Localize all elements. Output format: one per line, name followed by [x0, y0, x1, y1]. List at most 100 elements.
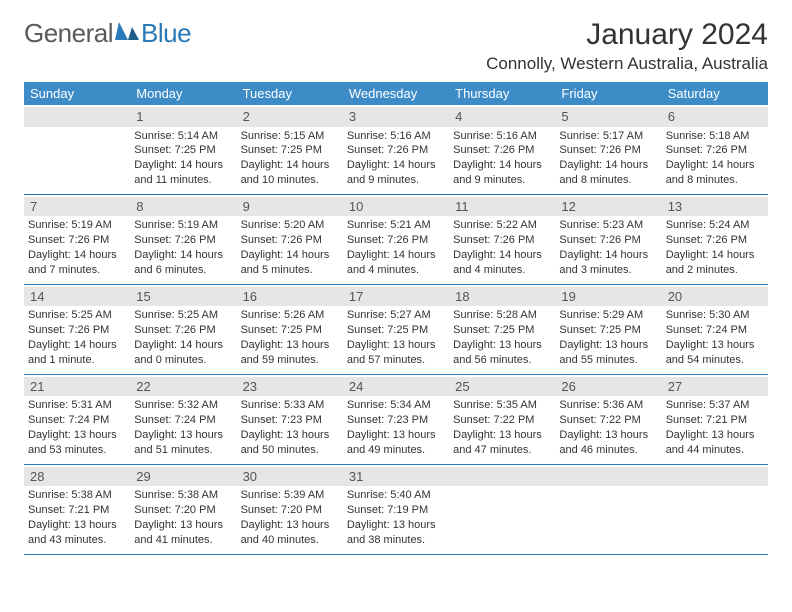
calendar: Sunday Monday Tuesday Wednesday Thursday…: [24, 82, 768, 555]
sunrise-text: Sunrise: 5:38 AM: [28, 488, 126, 503]
sunrise-text: Sunrise: 5:17 AM: [559, 129, 657, 144]
calendar-cell: 16Sunrise: 5:26 AMSunset: 7:25 PMDayligh…: [237, 285, 343, 374]
sunrise-text: Sunrise: 5:40 AM: [347, 488, 445, 503]
month-title: January 2024: [486, 18, 768, 52]
sunset-text: Sunset: 7:26 PM: [453, 143, 551, 158]
day-number: 13: [662, 197, 768, 217]
day-number: [662, 467, 768, 487]
calendar-cell: 15Sunrise: 5:25 AMSunset: 7:26 PMDayligh…: [130, 285, 236, 374]
weeks-container: 1Sunrise: 5:14 AMSunset: 7:25 PMDaylight…: [24, 105, 768, 555]
calendar-cell: 24Sunrise: 5:34 AMSunset: 7:23 PMDayligh…: [343, 375, 449, 464]
logo-text-blue: Blue: [141, 18, 191, 49]
daylight-text: Daylight: 14 hours and 4 minutes.: [347, 248, 445, 278]
daylight-text: Daylight: 14 hours and 0 minutes.: [134, 338, 232, 368]
daylight-text: Daylight: 14 hours and 3 minutes.: [559, 248, 657, 278]
daylight-text: Daylight: 13 hours and 43 minutes.: [28, 518, 126, 548]
sunrise-text: Sunrise: 5:21 AM: [347, 218, 445, 233]
sunrise-text: Sunrise: 5:23 AM: [559, 218, 657, 233]
sunrise-text: Sunrise: 5:24 AM: [666, 218, 764, 233]
sunset-text: Sunset: 7:26 PM: [28, 323, 126, 338]
sunset-text: Sunset: 7:26 PM: [666, 233, 764, 248]
sunrise-text: Sunrise: 5:15 AM: [241, 129, 339, 144]
calendar-cell: 28Sunrise: 5:38 AMSunset: 7:21 PMDayligh…: [24, 465, 130, 554]
daylight-text: Daylight: 14 hours and 9 minutes.: [453, 158, 551, 188]
calendar-cell: 11Sunrise: 5:22 AMSunset: 7:26 PMDayligh…: [449, 195, 555, 284]
day-number: 9: [237, 197, 343, 217]
daylight-text: Daylight: 13 hours and 51 minutes.: [134, 428, 232, 458]
header: General Blue January 2024 Connolly, West…: [24, 18, 768, 74]
calendar-cell: 30Sunrise: 5:39 AMSunset: 7:20 PMDayligh…: [237, 465, 343, 554]
calendar-cell: 6Sunrise: 5:18 AMSunset: 7:26 PMDaylight…: [662, 105, 768, 194]
daylight-text: Daylight: 14 hours and 7 minutes.: [28, 248, 126, 278]
sunrise-text: Sunrise: 5:27 AM: [347, 308, 445, 323]
day-number: 21: [24, 377, 130, 397]
daylight-text: Daylight: 13 hours and 41 minutes.: [134, 518, 232, 548]
sunrise-text: Sunrise: 5:37 AM: [666, 398, 764, 413]
day-number: 17: [343, 287, 449, 307]
sunrise-text: Sunrise: 5:22 AM: [453, 218, 551, 233]
sunrise-text: Sunrise: 5:36 AM: [559, 398, 657, 413]
daylight-text: Daylight: 13 hours and 44 minutes.: [666, 428, 764, 458]
sunrise-text: Sunrise: 5:26 AM: [241, 308, 339, 323]
day-number: 10: [343, 197, 449, 217]
calendar-cell: 12Sunrise: 5:23 AMSunset: 7:26 PMDayligh…: [555, 195, 661, 284]
daylight-text: Daylight: 14 hours and 2 minutes.: [666, 248, 764, 278]
daylight-text: Daylight: 13 hours and 47 minutes.: [453, 428, 551, 458]
day-number: 5: [555, 107, 661, 127]
sunset-text: Sunset: 7:21 PM: [28, 503, 126, 518]
sunrise-text: Sunrise: 5:30 AM: [666, 308, 764, 323]
calendar-cell: 27Sunrise: 5:37 AMSunset: 7:21 PMDayligh…: [662, 375, 768, 464]
sunset-text: Sunset: 7:25 PM: [241, 143, 339, 158]
day-number: 2: [237, 107, 343, 127]
daylight-text: Daylight: 13 hours and 46 minutes.: [559, 428, 657, 458]
sunset-text: Sunset: 7:23 PM: [347, 413, 445, 428]
daylight-text: Daylight: 14 hours and 10 minutes.: [241, 158, 339, 188]
sunrise-text: Sunrise: 5:25 AM: [28, 308, 126, 323]
calendar-cell: 8Sunrise: 5:19 AMSunset: 7:26 PMDaylight…: [130, 195, 236, 284]
day-number: 28: [24, 467, 130, 487]
daylight-text: Daylight: 13 hours and 55 minutes.: [559, 338, 657, 368]
day-number: [449, 467, 555, 487]
calendar-cell: 13Sunrise: 5:24 AMSunset: 7:26 PMDayligh…: [662, 195, 768, 284]
day-header-tuesday: Tuesday: [237, 82, 343, 105]
day-header-wednesday: Wednesday: [343, 82, 449, 105]
calendar-cell: 17Sunrise: 5:27 AMSunset: 7:25 PMDayligh…: [343, 285, 449, 374]
calendar-cell: 3Sunrise: 5:16 AMSunset: 7:26 PMDaylight…: [343, 105, 449, 194]
sunset-text: Sunset: 7:26 PM: [134, 233, 232, 248]
day-number: 7: [24, 197, 130, 217]
sunset-text: Sunset: 7:22 PM: [453, 413, 551, 428]
calendar-cell: 1Sunrise: 5:14 AMSunset: 7:25 PMDaylight…: [130, 105, 236, 194]
calendar-cell: 9Sunrise: 5:20 AMSunset: 7:26 PMDaylight…: [237, 195, 343, 284]
sunrise-text: Sunrise: 5:20 AM: [241, 218, 339, 233]
day-number: 6: [662, 107, 768, 127]
calendar-cell: 21Sunrise: 5:31 AMSunset: 7:24 PMDayligh…: [24, 375, 130, 464]
calendar-cell: [555, 465, 661, 554]
calendar-cell: 4Sunrise: 5:16 AMSunset: 7:26 PMDaylight…: [449, 105, 555, 194]
daylight-text: Daylight: 13 hours and 59 minutes.: [241, 338, 339, 368]
daylight-text: Daylight: 13 hours and 50 minutes.: [241, 428, 339, 458]
day-number: 3: [343, 107, 449, 127]
calendar-cell: 31Sunrise: 5:40 AMSunset: 7:19 PMDayligh…: [343, 465, 449, 554]
sunset-text: Sunset: 7:26 PM: [241, 233, 339, 248]
day-number: 18: [449, 287, 555, 307]
sunset-text: Sunset: 7:26 PM: [134, 323, 232, 338]
logo-triangle-icon: [115, 18, 141, 49]
daylight-text: Daylight: 13 hours and 54 minutes.: [666, 338, 764, 368]
sunrise-text: Sunrise: 5:34 AM: [347, 398, 445, 413]
day-header-row: Sunday Monday Tuesday Wednesday Thursday…: [24, 82, 768, 105]
calendar-cell: 14Sunrise: 5:25 AMSunset: 7:26 PMDayligh…: [24, 285, 130, 374]
day-number: [555, 467, 661, 487]
title-block: January 2024 Connolly, Western Australia…: [486, 18, 768, 74]
sunset-text: Sunset: 7:25 PM: [134, 143, 232, 158]
calendar-cell: 22Sunrise: 5:32 AMSunset: 7:24 PMDayligh…: [130, 375, 236, 464]
day-header-monday: Monday: [130, 82, 236, 105]
calendar-cell: [662, 465, 768, 554]
daylight-text: Daylight: 13 hours and 53 minutes.: [28, 428, 126, 458]
day-number: 16: [237, 287, 343, 307]
week-row: 7Sunrise: 5:19 AMSunset: 7:26 PMDaylight…: [24, 195, 768, 285]
week-row: 14Sunrise: 5:25 AMSunset: 7:26 PMDayligh…: [24, 285, 768, 375]
calendar-cell: 26Sunrise: 5:36 AMSunset: 7:22 PMDayligh…: [555, 375, 661, 464]
sunset-text: Sunset: 7:25 PM: [453, 323, 551, 338]
sunrise-text: Sunrise: 5:25 AM: [134, 308, 232, 323]
sunset-text: Sunset: 7:25 PM: [347, 323, 445, 338]
